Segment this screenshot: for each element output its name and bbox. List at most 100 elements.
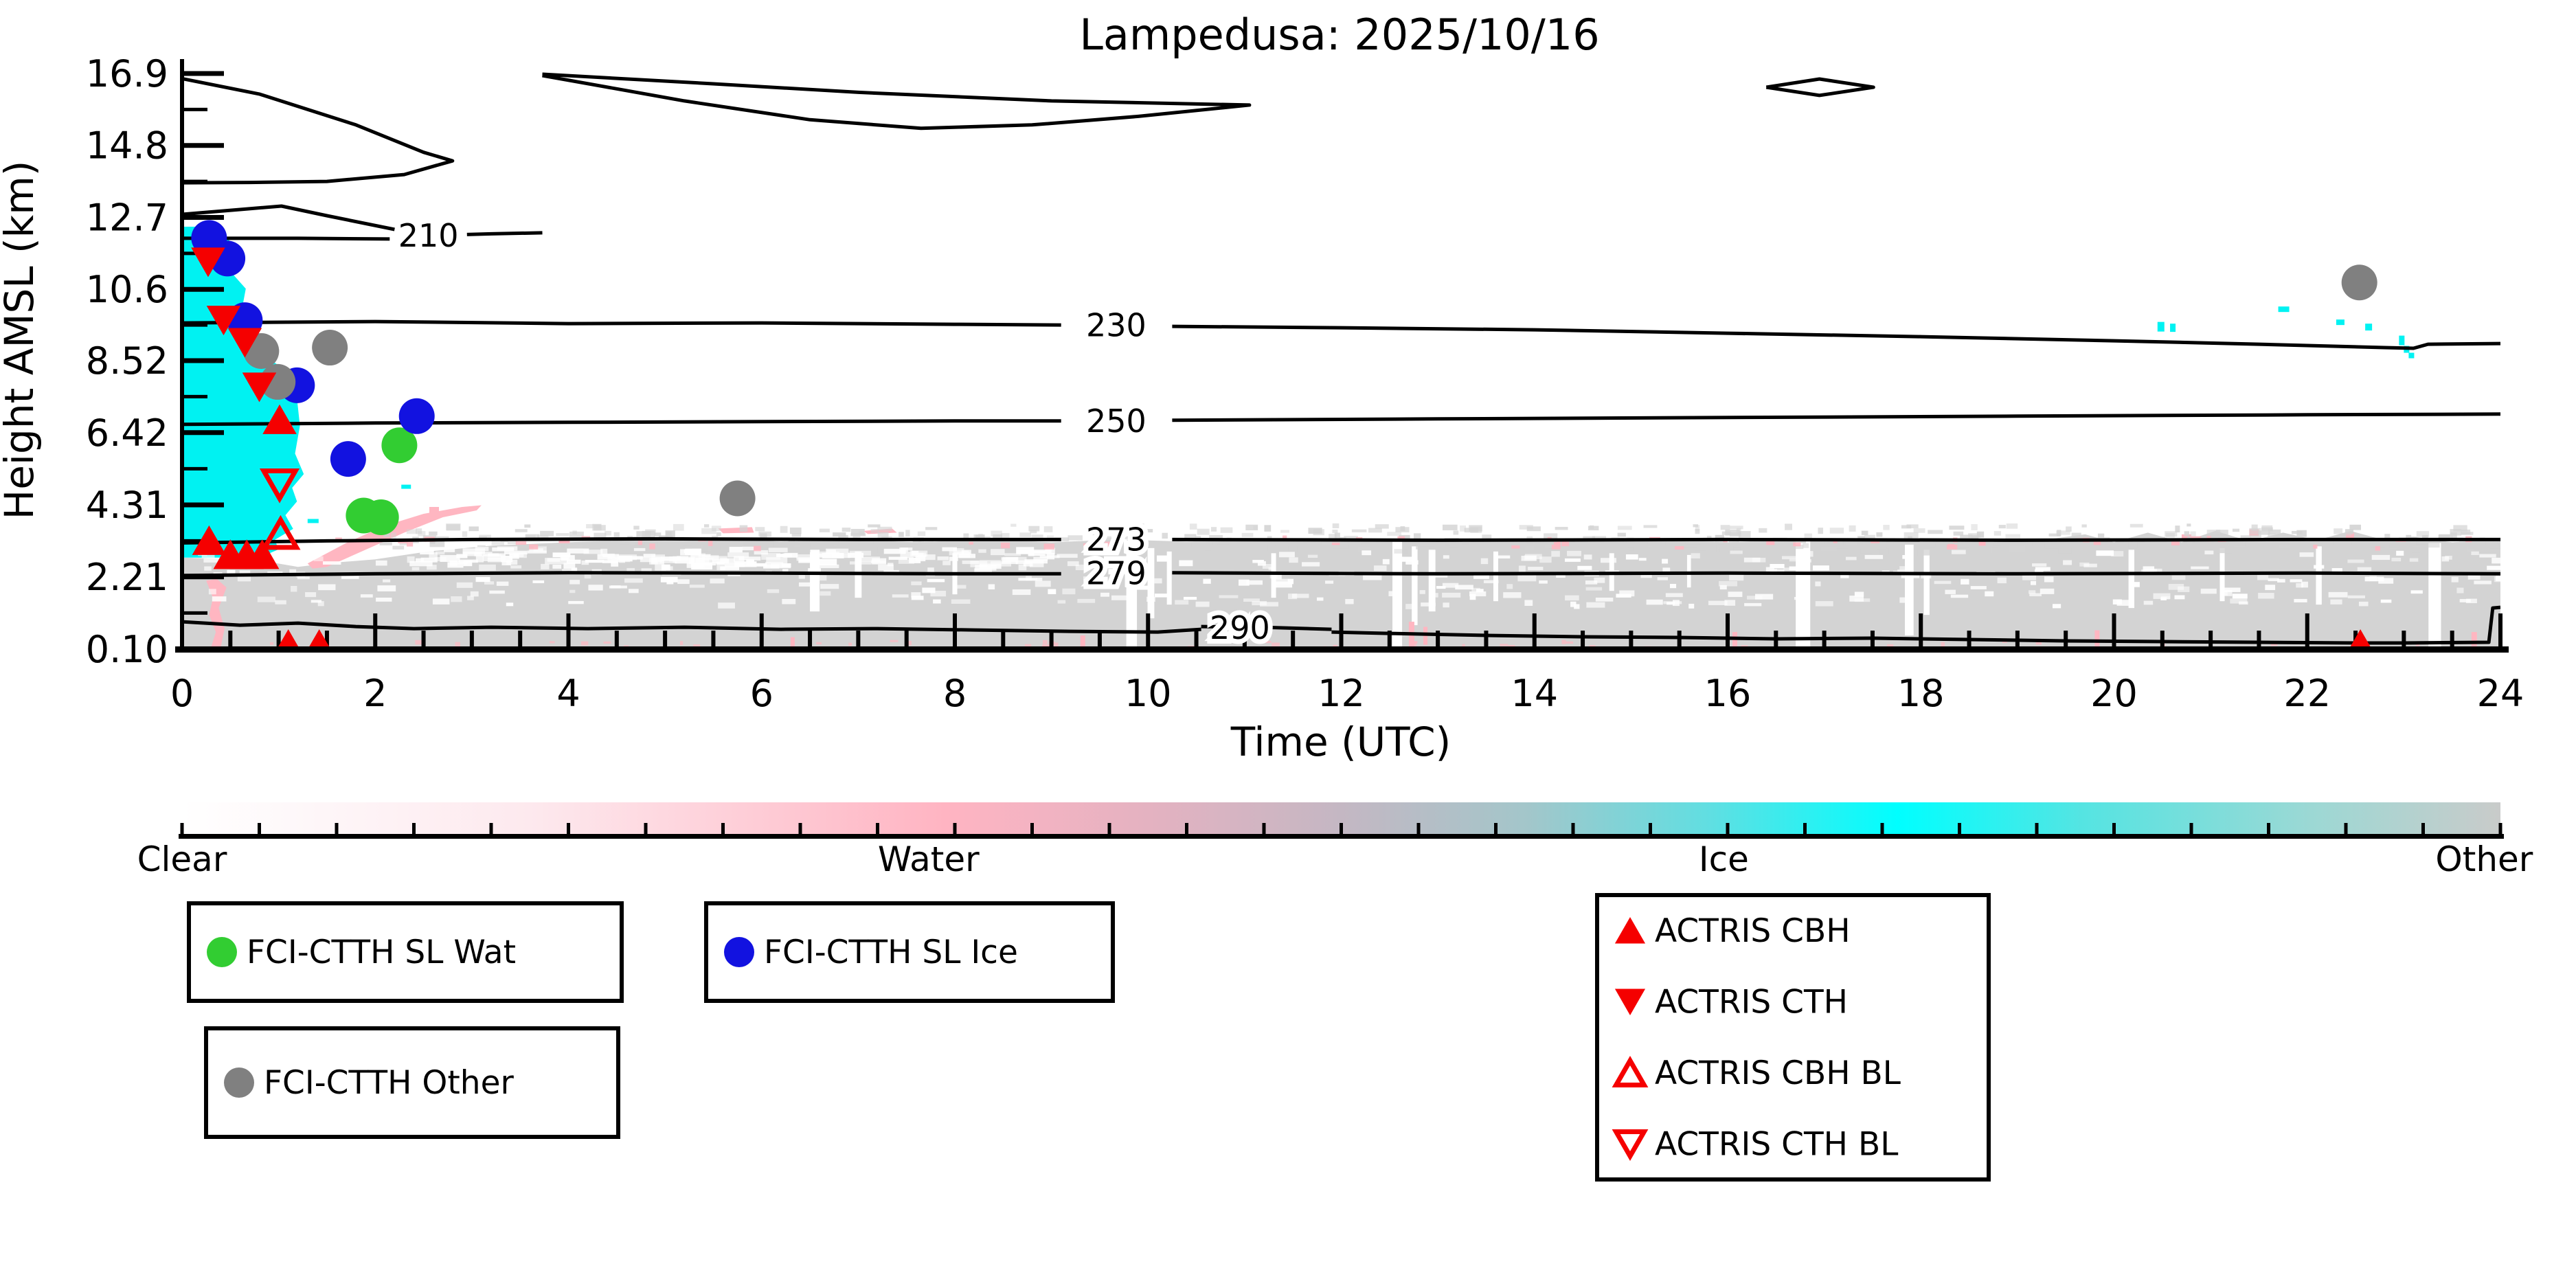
white-speck — [782, 598, 796, 605]
gray-speck — [2097, 533, 2105, 538]
white-speck — [1901, 575, 1920, 578]
gray-speck — [556, 533, 569, 536]
water-mark — [1766, 539, 1775, 545]
contour-279 — [1172, 571, 2500, 576]
white-speck — [2116, 600, 2133, 606]
white-speck — [2133, 582, 2140, 587]
white-speck — [2410, 590, 2423, 594]
gray-speck — [1361, 543, 1371, 546]
gray-speck — [1555, 527, 1568, 530]
white-speck — [1057, 554, 1078, 558]
legend-border — [1595, 893, 1991, 1182]
gray-speck — [2129, 523, 2143, 528]
contour-210 — [182, 204, 395, 231]
gray-speck — [716, 532, 721, 536]
white-speck — [1455, 585, 1473, 590]
gray-speck — [1460, 525, 1466, 532]
pink-speck — [816, 642, 822, 645]
gray-speck — [757, 543, 770, 547]
gray-speck — [1971, 523, 1978, 531]
gray-speck — [2344, 541, 2352, 545]
marker-triangle-up — [2348, 629, 2373, 650]
white-speck — [1363, 574, 1382, 580]
white-speck — [1728, 591, 1743, 598]
gray-speck — [1216, 539, 1230, 545]
gray-speck — [2459, 541, 2471, 545]
gray-speck — [1400, 526, 1405, 531]
x-tick — [2112, 613, 2116, 649]
white-speck — [909, 557, 921, 563]
colorbar-tick — [180, 823, 184, 835]
colorbar-tick — [2189, 823, 2193, 835]
white-speck — [813, 558, 837, 566]
gray-speck — [836, 543, 841, 550]
white-speck — [1503, 592, 1522, 598]
gray-speck — [1813, 541, 1824, 545]
gray-speck — [795, 542, 805, 547]
white-speck — [910, 550, 928, 557]
white-speck — [1789, 558, 1805, 562]
white-speck — [1899, 566, 1907, 570]
pink-speck — [1113, 538, 1119, 544]
pink-speck — [1412, 641, 1418, 644]
gray-speck — [446, 524, 460, 531]
white-speck — [510, 565, 522, 569]
white-speck — [1057, 600, 1066, 604]
gray-speck — [701, 528, 716, 534]
gray-speck — [766, 541, 774, 548]
gray-speck — [2319, 539, 2334, 546]
y-tick-label: 6.42 — [86, 411, 168, 455]
white-speck — [2221, 587, 2241, 592]
legend-item-label: ACTRIS CBH BL — [1655, 1054, 1901, 1092]
white-speck — [1028, 550, 1046, 556]
marker-triangle-up — [262, 404, 297, 434]
pink-speck — [1561, 640, 1566, 644]
y-tick-major — [184, 358, 224, 363]
gray-speck — [2497, 540, 2500, 543]
white-speck — [729, 547, 743, 553]
white-speck — [2330, 599, 2342, 605]
chart-title: Lampedusa: 2025/10/16 — [1079, 10, 1599, 60]
classification-field — [182, 221, 2500, 650]
water-mark — [429, 506, 439, 514]
gray-speck — [560, 544, 565, 548]
marker-triangle-up — [192, 525, 227, 555]
gray-speck — [1089, 529, 1103, 536]
gray-speck — [2128, 541, 2138, 549]
ice-speck — [2399, 335, 2405, 346]
y-tick-minor — [184, 466, 207, 471]
white-speck — [1100, 592, 1109, 597]
y-axis-label: Height AMSL (km) — [0, 161, 43, 520]
white-speck — [2268, 578, 2279, 582]
y-tick-label: 2.21 — [86, 556, 168, 599]
white-speck — [2035, 569, 2044, 574]
white-speck — [533, 546, 547, 552]
gray-speck — [2416, 539, 2427, 545]
white-speck — [1794, 596, 1810, 600]
ice-speck — [2278, 306, 2290, 313]
gray-speck — [2250, 534, 2261, 541]
white-speck — [662, 566, 673, 570]
marker-circle — [363, 499, 399, 535]
gray-speck — [707, 545, 721, 550]
gray-speck — [1933, 546, 1943, 553]
white-speck — [2492, 557, 2500, 564]
gray-speck — [2165, 532, 2175, 538]
colorbar-label: Clear — [137, 839, 227, 879]
y-tick-minor — [184, 539, 207, 543]
gray-speck — [1453, 530, 1459, 535]
gray-speck — [2175, 526, 2180, 533]
x-tick — [421, 631, 426, 649]
gray-speck — [947, 541, 961, 546]
colorbar-tick — [2267, 823, 2270, 835]
pink-speck — [1566, 641, 1574, 644]
white-speck — [432, 598, 450, 605]
gray-speck — [963, 533, 969, 538]
x-tick — [711, 631, 716, 649]
colorbar-tick — [1649, 823, 1652, 835]
ice-speck — [2157, 321, 2165, 332]
white-speck — [766, 557, 788, 564]
gray-speck — [1860, 549, 1873, 554]
white-speck — [588, 585, 603, 591]
series-fci-ctth-sl-wat — [346, 427, 418, 535]
